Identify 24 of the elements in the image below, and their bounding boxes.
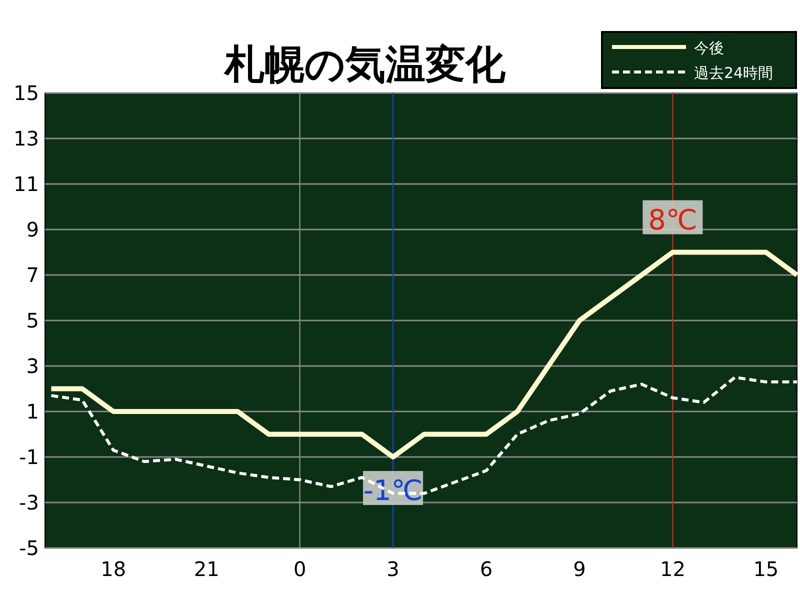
- x-tick-label: 3: [386, 557, 400, 581]
- y-tick-label: 15: [14, 81, 39, 105]
- y-tick-label: -1: [19, 445, 39, 469]
- y-tick-label: 5: [26, 308, 39, 332]
- annotation: -1℃: [363, 474, 423, 507]
- x-tick-label: 18: [100, 557, 126, 581]
- y-tick-label: 7: [26, 263, 39, 287]
- y-tick-label: 13: [14, 126, 39, 150]
- annotation: 8℃: [648, 203, 698, 236]
- x-tick-label: 21: [194, 557, 220, 581]
- y-tick-label: 11: [14, 172, 39, 196]
- x-tick-label: 15: [753, 557, 779, 581]
- y-tick-label: -5: [19, 536, 39, 560]
- x-tick-label: 0: [293, 557, 306, 581]
- y-tick-label: 9: [26, 218, 39, 242]
- x-tick-label: 9: [573, 557, 586, 581]
- x-tick-label: 12: [660, 557, 686, 581]
- y-tick-label: -3: [19, 490, 39, 514]
- y-tick-label: 3: [26, 354, 39, 378]
- x-tick-label: 6: [480, 557, 493, 581]
- chart-title: 札幌の気温変化: [224, 42, 506, 88]
- y-tick-label: 1: [26, 400, 39, 424]
- legend-label: 今後: [694, 39, 724, 57]
- legend-label: 過去24時間: [694, 64, 774, 82]
